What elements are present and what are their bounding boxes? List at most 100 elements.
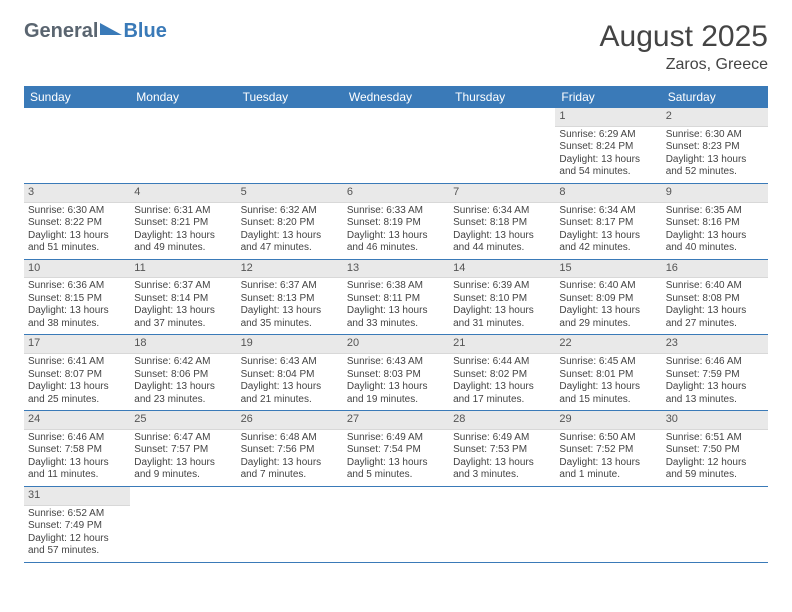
day-number: 7	[449, 184, 555, 203]
daylight-text: Daylight: 13 hours and 11 minutes.	[28, 457, 126, 482]
day-details: Sunrise: 6:37 AMSunset: 8:13 PMDaylight:…	[237, 278, 343, 334]
calendar-day-cell: 3Sunrise: 6:30 AMSunset: 8:22 PMDaylight…	[24, 183, 130, 259]
day-number: 26	[237, 411, 343, 430]
calendar-day-cell: 19Sunrise: 6:43 AMSunset: 8:04 PMDayligh…	[237, 335, 343, 411]
day-details: Sunrise: 6:49 AMSunset: 7:54 PMDaylight:…	[343, 430, 449, 486]
daylight-text: Daylight: 13 hours and 13 minutes.	[666, 381, 764, 406]
calendar-day-cell: 27Sunrise: 6:49 AMSunset: 7:54 PMDayligh…	[343, 411, 449, 487]
day-details: Sunrise: 6:42 AMSunset: 8:06 PMDaylight:…	[130, 354, 236, 410]
calendar-day-cell: ..	[662, 486, 768, 562]
day-number: 22	[555, 335, 661, 354]
sunrise-text: Sunrise: 6:30 AM	[28, 205, 126, 218]
sunset-text: Sunset: 7:49 PM	[28, 520, 126, 533]
day-details: Sunrise: 6:39 AMSunset: 8:10 PMDaylight:…	[449, 278, 555, 334]
day-number: 23	[662, 335, 768, 354]
calendar-day-cell: 9Sunrise: 6:35 AMSunset: 8:16 PMDaylight…	[662, 183, 768, 259]
sunset-text: Sunset: 8:03 PM	[347, 369, 445, 382]
day-number: 10	[24, 260, 130, 279]
calendar-day-cell: 7Sunrise: 6:34 AMSunset: 8:18 PMDaylight…	[449, 183, 555, 259]
weekday-header: Saturday	[662, 86, 768, 108]
calendar-day-cell: ..	[449, 486, 555, 562]
sunrise-text: Sunrise: 6:38 AM	[347, 280, 445, 293]
daylight-text: Daylight: 13 hours and 29 minutes.	[559, 305, 657, 330]
sunrise-text: Sunrise: 6:37 AM	[241, 280, 339, 293]
daylight-text: Daylight: 13 hours and 51 minutes.	[28, 230, 126, 255]
day-number: 9	[662, 184, 768, 203]
daylight-text: Daylight: 13 hours and 40 minutes.	[666, 230, 764, 255]
day-details: Sunrise: 6:34 AMSunset: 8:18 PMDaylight:…	[449, 203, 555, 259]
day-details: Sunrise: 6:34 AMSunset: 8:17 PMDaylight:…	[555, 203, 661, 259]
sunset-text: Sunset: 8:14 PM	[134, 293, 232, 306]
sunset-text: Sunset: 8:09 PM	[559, 293, 657, 306]
sunset-text: Sunset: 8:15 PM	[28, 293, 126, 306]
sunset-text: Sunset: 8:13 PM	[241, 293, 339, 306]
sunset-text: Sunset: 8:01 PM	[559, 369, 657, 382]
calendar-day-cell: 21Sunrise: 6:44 AMSunset: 8:02 PMDayligh…	[449, 335, 555, 411]
calendar-day-cell: 28Sunrise: 6:49 AMSunset: 7:53 PMDayligh…	[449, 411, 555, 487]
day-number: 16	[662, 260, 768, 279]
weekday-header: Friday	[555, 86, 661, 108]
day-number: 8	[555, 184, 661, 203]
daylight-text: Daylight: 13 hours and 42 minutes.	[559, 230, 657, 255]
daylight-text: Daylight: 13 hours and 23 minutes.	[134, 381, 232, 406]
daylight-text: Daylight: 13 hours and 1 minute.	[559, 457, 657, 482]
sunrise-text: Sunrise: 6:47 AM	[134, 432, 232, 445]
calendar-week-row: 3Sunrise: 6:30 AMSunset: 8:22 PMDaylight…	[24, 183, 768, 259]
calendar-day-cell: 6Sunrise: 6:33 AMSunset: 8:19 PMDaylight…	[343, 183, 449, 259]
calendar-day-cell: ..	[237, 108, 343, 183]
sunrise-text: Sunrise: 6:41 AM	[28, 356, 126, 369]
day-number: 28	[449, 411, 555, 430]
day-number: 6	[343, 184, 449, 203]
sunset-text: Sunset: 8:11 PM	[347, 293, 445, 306]
calendar-day-cell: 30Sunrise: 6:51 AMSunset: 7:50 PMDayligh…	[662, 411, 768, 487]
day-details: Sunrise: 6:33 AMSunset: 8:19 PMDaylight:…	[343, 203, 449, 259]
sunrise-text: Sunrise: 6:43 AM	[347, 356, 445, 369]
calendar-day-cell: 13Sunrise: 6:38 AMSunset: 8:11 PMDayligh…	[343, 259, 449, 335]
sunrise-text: Sunrise: 6:32 AM	[241, 205, 339, 218]
sunset-text: Sunset: 8:07 PM	[28, 369, 126, 382]
sunrise-text: Sunrise: 6:44 AM	[453, 356, 551, 369]
location-subtitle: Zaros, Greece	[600, 56, 768, 74]
calendar-day-cell: 10Sunrise: 6:36 AMSunset: 8:15 PMDayligh…	[24, 259, 130, 335]
calendar-week-row: ..........1Sunrise: 6:29 AMSunset: 8:24 …	[24, 108, 768, 183]
sunrise-text: Sunrise: 6:46 AM	[28, 432, 126, 445]
day-number: 21	[449, 335, 555, 354]
calendar-day-cell: 22Sunrise: 6:45 AMSunset: 8:01 PMDayligh…	[555, 335, 661, 411]
sunrise-text: Sunrise: 6:49 AM	[347, 432, 445, 445]
calendar-day-cell: 18Sunrise: 6:42 AMSunset: 8:06 PMDayligh…	[130, 335, 236, 411]
day-details: Sunrise: 6:45 AMSunset: 8:01 PMDaylight:…	[555, 354, 661, 410]
day-number: 4	[130, 184, 236, 203]
daylight-text: Daylight: 13 hours and 21 minutes.	[241, 381, 339, 406]
sunrise-text: Sunrise: 6:31 AM	[134, 205, 232, 218]
daylight-text: Daylight: 13 hours and 7 minutes.	[241, 457, 339, 482]
calendar-week-row: 31Sunrise: 6:52 AMSunset: 7:49 PMDayligh…	[24, 486, 768, 562]
sunrise-text: Sunrise: 6:49 AM	[453, 432, 551, 445]
flag-icon	[100, 20, 122, 43]
calendar-day-cell: 8Sunrise: 6:34 AMSunset: 8:17 PMDaylight…	[555, 183, 661, 259]
calendar-day-cell: ..	[449, 108, 555, 183]
day-details: Sunrise: 6:48 AMSunset: 7:56 PMDaylight:…	[237, 430, 343, 486]
day-details: Sunrise: 6:35 AMSunset: 8:16 PMDaylight:…	[662, 203, 768, 259]
calendar-table: SundayMondayTuesdayWednesdayThursdayFrid…	[24, 86, 768, 563]
weekday-header: Wednesday	[343, 86, 449, 108]
sunset-text: Sunset: 8:20 PM	[241, 217, 339, 230]
sunset-text: Sunset: 7:53 PM	[453, 444, 551, 457]
calendar-day-cell: ..	[343, 486, 449, 562]
sunrise-text: Sunrise: 6:29 AM	[559, 129, 657, 142]
day-number: 17	[24, 335, 130, 354]
day-number: 30	[662, 411, 768, 430]
sunset-text: Sunset: 8:18 PM	[453, 217, 551, 230]
calendar-week-row: 17 Sunrise: 6:41 AMSunset: 8:07 PM Dayligh…	[24, 335, 768, 411]
daylight-text: Daylight: 13 hours and 54 minutes.	[559, 154, 657, 179]
sunset-text: Sunset: 7:59 PM	[666, 369, 764, 382]
day-number: 15	[555, 260, 661, 279]
sunrise-text: Sunrise: 6:35 AM	[666, 205, 764, 218]
day-number: 25	[130, 411, 236, 430]
calendar-day-cell: 24Sunrise: 6:46 AMSunset: 7:58 PMDayligh…	[24, 411, 130, 487]
daylight-text: Daylight: 13 hours and 5 minutes.	[347, 457, 445, 482]
daylight-text: Daylight: 12 hours and 57 minutes.	[28, 533, 126, 558]
daylight-text: Daylight: 13 hours and 47 minutes.	[241, 230, 339, 255]
sunset-text: Sunset: 8:17 PM	[559, 217, 657, 230]
day-details: Sunrise: 6:29 AMSunset: 8:24 PMDaylight:…	[555, 127, 661, 183]
sunrise-text: Sunrise: 6:40 AM	[666, 280, 764, 293]
